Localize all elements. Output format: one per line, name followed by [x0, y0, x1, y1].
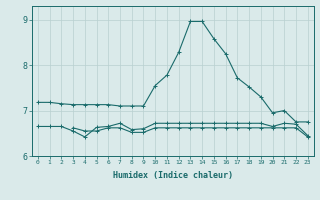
X-axis label: Humidex (Indice chaleur): Humidex (Indice chaleur) — [113, 171, 233, 180]
